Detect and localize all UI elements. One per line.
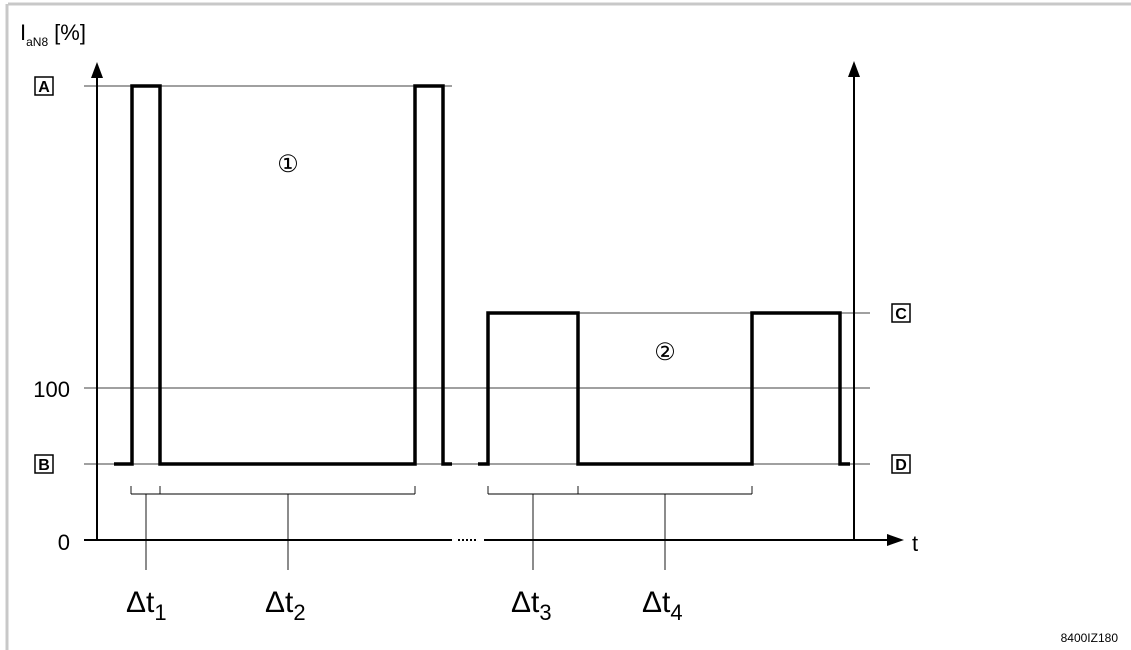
interval-dt1-label: Δt1 bbox=[126, 586, 167, 625]
marker-b-label: B bbox=[38, 457, 50, 474]
region-1-marker: ① bbox=[277, 151, 299, 178]
interval-brackets bbox=[130, 486, 753, 570]
y-axis-symbol: I bbox=[20, 20, 26, 45]
interval-dt2-sub: 2 bbox=[293, 600, 305, 625]
interval-dt3-sub: 3 bbox=[539, 600, 551, 625]
marker-c-label: C bbox=[895, 306, 907, 323]
marker-c-box bbox=[891, 303, 911, 323]
interval-dt2-symbol: Δt bbox=[265, 586, 294, 619]
marker-d-box bbox=[891, 454, 911, 474]
x-axis-arrow-icon bbox=[887, 534, 904, 546]
interval-dt3-label: Δt3 bbox=[511, 586, 552, 625]
figure-code: 8400IZ180 bbox=[1061, 631, 1119, 645]
x-axis-title: t bbox=[912, 531, 918, 556]
interval-dt1-sub: 1 bbox=[154, 600, 166, 625]
interval-dt1-symbol: Δt bbox=[126, 586, 155, 619]
y-axis-right-arrow-icon bbox=[848, 61, 860, 77]
y-axis-title: IaN8 [%] bbox=[20, 20, 86, 49]
interval-dt4-label: Δt4 bbox=[642, 586, 683, 625]
marker-d-label: D bbox=[895, 457, 907, 474]
tick-100-label: 100 bbox=[33, 377, 70, 402]
y-axis-left-arrow-icon bbox=[91, 62, 103, 78]
interval-dt2-label: Δt2 bbox=[265, 586, 306, 625]
interval-dt3-symbol: Δt bbox=[511, 586, 540, 619]
tick-zero-label: 0 bbox=[58, 530, 70, 555]
interval-dt4-sub: 4 bbox=[670, 600, 682, 625]
y-axis-unit: [%] bbox=[54, 20, 86, 45]
y-axis-subscript: aN8 bbox=[26, 35, 48, 49]
marker-a-label: A bbox=[38, 79, 50, 96]
marker-b-box bbox=[34, 454, 54, 474]
cycle-2-waveform bbox=[478, 311, 850, 466]
cycle-1-waveform bbox=[114, 84, 452, 466]
marker-a-box bbox=[34, 76, 54, 96]
interval-dt4-symbol: Δt bbox=[642, 586, 671, 619]
region-2-marker: ② bbox=[654, 339, 676, 366]
